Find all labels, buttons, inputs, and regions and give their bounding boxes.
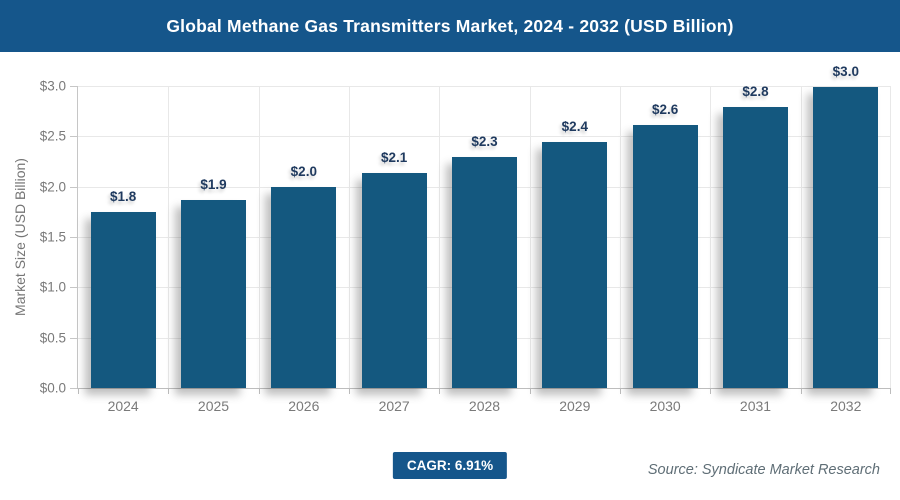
y-axis-tick (70, 86, 77, 87)
cagr-badge: CAGR: 6.91% (392, 452, 508, 479)
bar-2031 (723, 107, 788, 388)
vertical-gridline (258, 86, 260, 388)
x-axis-category-label: 2026 (288, 398, 320, 414)
bar-value-label: $2.6 (652, 102, 679, 118)
y-axis-tick (70, 237, 77, 238)
bar-2030 (632, 125, 698, 388)
x-axis-category-label: 2028 (468, 398, 501, 414)
plot-area: $0.0 $0.5 $1.0 $1.5 $2.0 $2.5 $3.0 $1.8 2024 $1.9… (40, 64, 891, 414)
y-axis-tick-label: $2.0 (39, 179, 66, 195)
x-axis-tick (349, 388, 350, 394)
vertical-gridline (890, 86, 891, 388)
y-axis-tick-label: $0.5 (39, 330, 66, 346)
y-axis-tick (70, 388, 77, 389)
y-axis-tick (70, 186, 77, 188)
bar-2025 (181, 199, 246, 388)
bar-value-label: $2.8 (742, 84, 769, 100)
x-axis-category-label: 2029 (559, 398, 591, 414)
horizontal-gridline (78, 136, 891, 138)
bar-value-label: $3.0 (832, 64, 859, 80)
x-axis-tick (78, 388, 79, 394)
y-axis-tick-label: $0.0 (39, 380, 66, 396)
bar-2032 (813, 87, 879, 388)
vertical-gridline (710, 86, 712, 388)
y-axis-tick-label: $2.5 (39, 128, 66, 144)
vertical-gridline (529, 86, 531, 388)
x-axis-category-label: 2031 (739, 398, 772, 414)
bar-value-label: $1.9 (200, 176, 227, 192)
bar-2024 (90, 211, 156, 388)
chart-title: Global Methane Gas Transmitters Market, … (166, 15, 734, 36)
vertical-gridline (620, 86, 621, 388)
vertical-gridline (800, 86, 802, 388)
bar-value-label: $1.8 (110, 188, 137, 204)
x-axis-category-label: 2032 (830, 398, 862, 414)
y-axis-tick (70, 337, 77, 339)
bar-2026 (271, 186, 337, 388)
vertical-gridline (168, 86, 170, 388)
source-note: Source: Syndicate Market Research (647, 462, 880, 478)
x-axis-tick (800, 388, 802, 394)
vertical-gridline (349, 86, 350, 388)
bar-2027 (361, 172, 427, 388)
x-axis-category-label: 2030 (649, 398, 681, 414)
horizontal-gridline (78, 86, 891, 87)
x-axis-category-label: 2024 (107, 398, 139, 414)
bar-value-label: $2.1 (381, 149, 408, 165)
y-axis-tick-label: $1.5 (39, 229, 66, 245)
y-axis-tick-label: $3.0 (39, 78, 66, 94)
x-axis-tick (529, 388, 531, 394)
y-axis-tick-label: $1.0 (39, 279, 66, 295)
bar-value-label: $2.0 (290, 163, 317, 179)
bar-value-label: $2.3 (471, 134, 498, 150)
x-axis-tick (439, 388, 441, 394)
vertical-gridline (439, 86, 441, 388)
chart-title-bar: Global Methane Gas Transmitters Market, … (0, 0, 900, 52)
y-axis-tick (70, 287, 77, 289)
x-axis-category-label: 2025 (197, 398, 230, 414)
bar-2028 (452, 157, 517, 388)
x-axis-tick (168, 388, 170, 394)
x-axis-tick (258, 388, 260, 394)
x-axis-tick (710, 388, 712, 394)
bar-2029 (542, 142, 608, 388)
x-axis-tick (620, 388, 621, 394)
x-axis-category-label: 2027 (378, 398, 410, 414)
x-axis-tick (890, 388, 891, 394)
y-axis-tick (70, 136, 77, 138)
bar-value-label: $2.4 (561, 119, 588, 135)
